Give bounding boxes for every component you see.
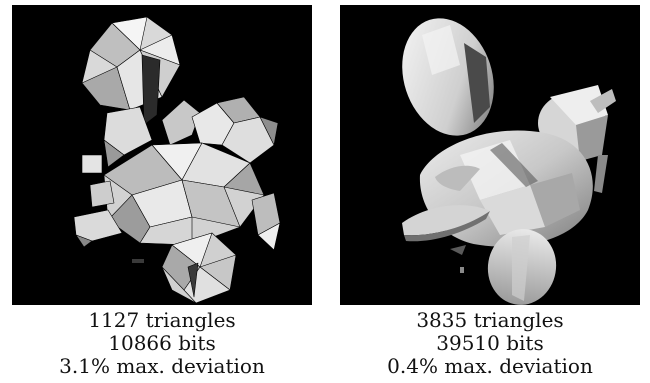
- coarse-mesh-image: [12, 5, 312, 305]
- figure-fine-mesh: 3835 triangles 39510 bits 0.4% max. devi…: [340, 5, 640, 378]
- triangle-count: 3835 triangles: [416, 308, 564, 332]
- max-deviation: 0.4% max. deviation: [387, 354, 593, 378]
- bit-count: 39510 bits: [436, 331, 544, 355]
- coarse-mesh-caption: 1127 triangles 10866 bits 3.1% max. devi…: [12, 309, 312, 378]
- max-deviation: 3.1% max. deviation: [59, 354, 265, 378]
- figure-coarse-mesh: 1127 triangles 10866 bits 3.1% max. devi…: [12, 5, 312, 378]
- fine-mesh-image: [340, 5, 640, 305]
- fine-mesh-caption: 3835 triangles 39510 bits 0.4% max. devi…: [340, 309, 640, 378]
- bit-count: 10866 bits: [108, 331, 216, 355]
- coarse-mesh-render: [12, 5, 312, 305]
- fine-mesh-render: [340, 5, 640, 305]
- triangle-count: 1127 triangles: [88, 308, 236, 332]
